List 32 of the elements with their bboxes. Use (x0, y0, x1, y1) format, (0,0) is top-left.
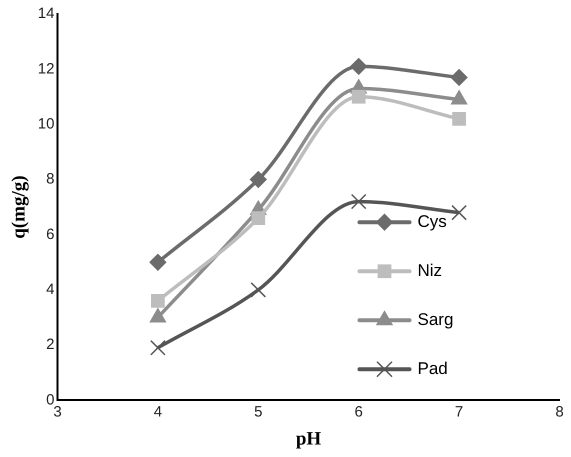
x-tick-label: 5 (254, 403, 262, 420)
x-tick-label: 6 (354, 403, 363, 420)
y-tick-label: 6 (46, 226, 54, 243)
y-tick-label: 14 (38, 5, 54, 22)
point (149, 254, 166, 271)
y-tick-label: 4 (46, 281, 54, 298)
y-tick-label: 12 (38, 60, 54, 78)
y-tick-label: 0 (46, 391, 54, 408)
point (352, 90, 366, 104)
y-axis-title: q(mg/g) (8, 175, 30, 239)
legend-label: Sarg (418, 310, 454, 329)
legend-label: Niz (418, 260, 442, 280)
point (350, 58, 368, 75)
point (450, 68, 468, 86)
point (251, 211, 266, 225)
point (452, 112, 466, 126)
legend-label: Pad (418, 358, 448, 378)
point (150, 340, 166, 356)
point (151, 294, 165, 308)
x-tick-label: 7 (454, 403, 464, 420)
legend-label: Cys (418, 212, 447, 231)
point (350, 194, 367, 210)
x-tick-label: 3 (53, 403, 62, 420)
point (451, 204, 467, 220)
point (250, 282, 266, 298)
y-tick-label: 8 (46, 170, 54, 188)
y-tick-label: 10 (38, 115, 54, 132)
point (250, 171, 267, 188)
x-tick-label: 8 (555, 403, 564, 420)
y-tick-label: 2 (46, 336, 54, 354)
x-axis-title: pH (296, 428, 322, 450)
x-tick-label: 4 (154, 403, 162, 420)
